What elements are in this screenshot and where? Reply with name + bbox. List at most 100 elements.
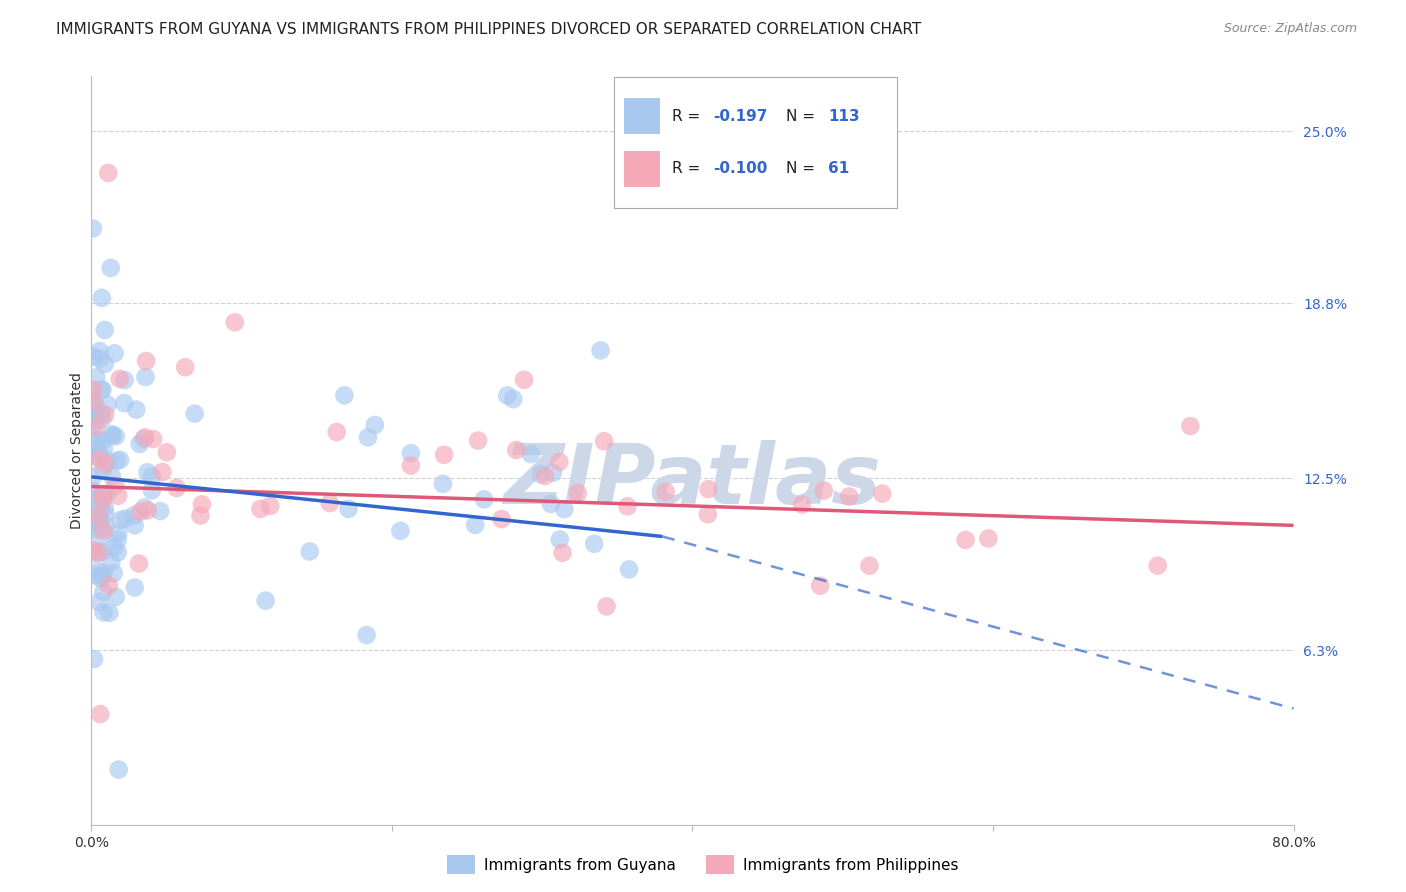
Point — [156, 445, 179, 459]
Point — [124, 518, 146, 533]
Point — [589, 343, 612, 358]
Point — [89, 496, 111, 510]
Point — [94, 357, 117, 371]
Point — [132, 432, 155, 446]
Point — [540, 497, 562, 511]
Point — [135, 354, 157, 368]
FancyBboxPatch shape — [624, 98, 659, 135]
Point — [114, 511, 136, 525]
Point — [97, 454, 120, 468]
Point — [90, 520, 112, 534]
Point — [326, 425, 349, 439]
Point — [97, 166, 120, 180]
Point — [84, 411, 107, 425]
Point — [259, 499, 281, 513]
Point — [94, 408, 117, 422]
Point — [356, 628, 378, 642]
Point — [464, 517, 486, 532]
Point — [141, 483, 163, 498]
Point — [617, 562, 640, 576]
Point — [567, 486, 589, 500]
Point — [83, 483, 105, 498]
Point — [91, 463, 114, 477]
Point — [107, 489, 129, 503]
Point — [87, 523, 110, 537]
Point — [505, 442, 527, 457]
Point — [91, 489, 114, 503]
Point — [103, 566, 125, 581]
Point — [654, 484, 676, 499]
Point — [87, 595, 110, 609]
Point — [1180, 419, 1202, 434]
Point — [82, 449, 104, 463]
Point — [94, 508, 117, 522]
Point — [101, 428, 124, 442]
Point — [364, 417, 387, 432]
Point — [104, 478, 127, 492]
Text: 113: 113 — [828, 109, 860, 124]
Point — [399, 458, 422, 473]
Point — [191, 497, 214, 511]
Point — [91, 434, 114, 448]
Point — [91, 412, 114, 426]
Point — [93, 500, 115, 515]
Legend: Immigrants from Guyana, Immigrants from Philippines: Immigrants from Guyana, Immigrants from … — [441, 849, 965, 880]
Point — [91, 487, 114, 501]
Point — [89, 707, 111, 722]
Point — [91, 383, 114, 397]
Point — [790, 498, 813, 512]
Point — [134, 370, 156, 384]
Point — [595, 599, 617, 614]
Point — [97, 578, 120, 592]
Point — [93, 524, 115, 538]
Point — [174, 360, 197, 375]
Point — [87, 564, 110, 578]
Point — [87, 509, 110, 524]
Point — [98, 606, 121, 620]
Point — [534, 469, 557, 483]
Point — [502, 392, 524, 406]
Point — [472, 492, 495, 507]
Point — [83, 652, 105, 666]
Point — [104, 429, 127, 443]
Point — [149, 504, 172, 518]
Point — [94, 519, 117, 533]
Point — [89, 531, 111, 545]
Point — [697, 482, 720, 496]
Point — [553, 502, 575, 516]
Point — [90, 572, 112, 586]
Text: 61: 61 — [828, 161, 849, 177]
Point — [107, 763, 129, 777]
Point — [125, 402, 148, 417]
Point — [551, 546, 574, 560]
Point — [357, 430, 380, 444]
Point — [101, 427, 124, 442]
Point — [87, 446, 110, 460]
Point — [166, 481, 188, 495]
Point — [103, 346, 125, 360]
Point — [491, 512, 513, 526]
Point — [82, 393, 104, 408]
Point — [134, 430, 156, 444]
Point — [84, 370, 107, 384]
Point — [91, 568, 114, 582]
Point — [616, 500, 638, 514]
Point — [103, 540, 125, 554]
Point — [432, 476, 454, 491]
Point — [129, 505, 152, 519]
Point — [89, 452, 111, 467]
Text: ZIPatlas: ZIPatlas — [503, 440, 882, 521]
Point — [82, 383, 104, 397]
Text: IMMIGRANTS FROM GUYANA VS IMMIGRANTS FROM PHILIPPINES DIVORCED OR SEPARATED CORR: IMMIGRANTS FROM GUYANA VS IMMIGRANTS FRO… — [56, 22, 921, 37]
Point — [114, 373, 136, 387]
Point — [91, 493, 114, 508]
Point — [89, 448, 111, 462]
FancyBboxPatch shape — [614, 78, 897, 209]
Point — [433, 448, 456, 462]
Point — [593, 434, 616, 449]
Point — [513, 373, 536, 387]
Point — [183, 407, 205, 421]
Point — [142, 432, 165, 446]
Point — [94, 457, 117, 471]
Point — [520, 447, 543, 461]
